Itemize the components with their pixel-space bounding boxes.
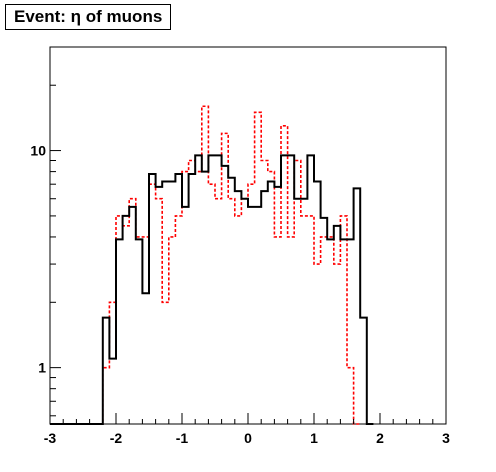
x-tick-label: 3 xyxy=(442,430,450,446)
series-2-histogram-line xyxy=(50,105,361,425)
x-tick-label: 0 xyxy=(244,430,252,446)
y-tick-label: 1 xyxy=(38,360,46,376)
x-tick-label: -3 xyxy=(44,430,57,446)
chart-title: Event: η of muons xyxy=(5,4,172,30)
x-tick-label: -1 xyxy=(176,430,189,446)
x-tick-label: 1 xyxy=(310,430,318,446)
y-tick-label: 10 xyxy=(30,143,46,159)
series-1-histogram-line xyxy=(50,154,374,425)
x-tick-label: 2 xyxy=(376,430,384,446)
x-tick-label: -2 xyxy=(110,430,123,446)
